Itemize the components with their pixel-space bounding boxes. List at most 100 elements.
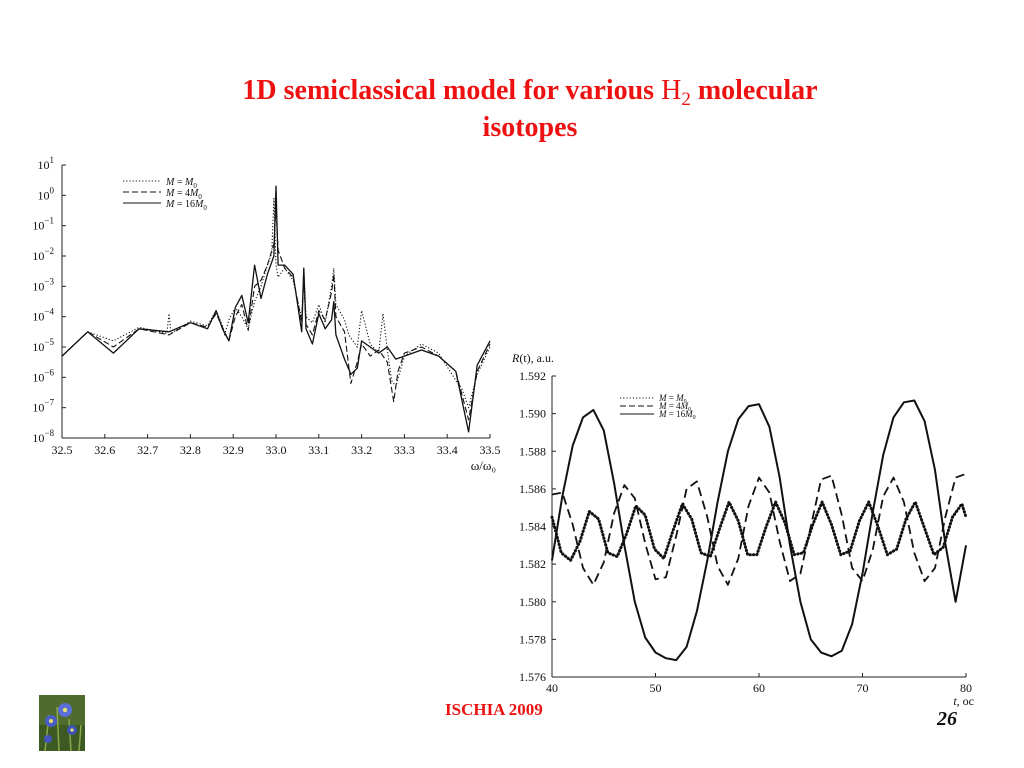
bond-length-chart: 40 50 60 70 80 1.576 1.578 1.580 1.582 1.584 1.586…: [511, 351, 974, 708]
y-tick-label: 1.584: [519, 520, 546, 534]
y-tick-base: 10: [32, 370, 44, 384]
legend-label-eq: = 16: [174, 199, 195, 210]
legend-label-lhs: M: [658, 409, 667, 419]
y-tick-label: 1.576: [519, 670, 546, 684]
y-tick-label: 10−5: [32, 337, 54, 354]
legend-label-sub: 0: [203, 204, 207, 212]
x-tick-label: 33.3: [394, 443, 415, 457]
x-tick-label: 33.5: [480, 443, 501, 457]
series-line-dashed: [61, 206, 491, 421]
y-tick-label: 10−3: [32, 276, 54, 293]
x-tick-label: 33.4: [437, 443, 458, 457]
x-axis-label-var: t: [953, 694, 957, 708]
slide-title: 1D semiclassical model for various H2 mo…: [150, 74, 910, 145]
legend-label-rhs: M: [675, 393, 684, 403]
y-tick-label: 1.586: [519, 482, 546, 496]
legend-label-rhs: M: [184, 177, 194, 188]
y-tick-exponent: −1: [44, 216, 54, 226]
y-tick-base: 10: [32, 340, 44, 354]
legend-label-rhs: M: [189, 188, 199, 199]
y-tick-exponent: −6: [44, 367, 54, 377]
legend-label-eq: = 4: [174, 188, 190, 199]
title-formula: H2: [661, 75, 691, 110]
y-tick-exponent: −8: [44, 428, 54, 438]
legend-label-rhs: M: [680, 401, 689, 411]
legend-label-sub: 0: [198, 193, 202, 201]
legend-label: M = 16M0: [658, 409, 696, 421]
y-tick-label: 10−6: [32, 367, 54, 384]
y-tick-base: 10: [38, 188, 50, 202]
title-suffix: molecular: [690, 75, 818, 106]
y-tick-label: 1.582: [519, 557, 546, 571]
legend-label-sub: 0: [193, 182, 197, 190]
y-tick-exponent: −3: [44, 276, 54, 286]
legend-label-lhs: M: [165, 199, 175, 210]
x-tick-label: 32.7: [137, 443, 158, 457]
x-tick-label: 32.9: [223, 443, 244, 457]
legend-label-lhs: M: [658, 401, 667, 411]
page-number: 26: [937, 708, 957, 730]
y-tick-label: 10−4: [32, 307, 54, 324]
legend-label-eq: =: [667, 393, 677, 403]
legend-label-lhs: M: [165, 177, 175, 188]
legend-label: M = M0: [658, 393, 687, 405]
footer-text: ISCHIA 2009: [445, 700, 543, 719]
legend-label-eq: = 4: [667, 401, 682, 411]
y-tick-base: 10: [32, 219, 44, 233]
x-tick-label: 33.0: [266, 443, 287, 457]
y-tick-label: 101: [38, 155, 55, 172]
y-tick-exponent: −2: [44, 246, 54, 256]
legend-label: M = M0: [165, 177, 197, 190]
flower-photo: [39, 695, 85, 752]
x-tick-label: 70: [857, 681, 869, 695]
y-tick-label: 1.592: [519, 369, 546, 383]
x-tick-label: 32.5: [52, 443, 73, 457]
x-tick-label: 40: [546, 681, 558, 695]
y-tick-base: 10: [32, 431, 44, 445]
x-tick-label: 32.6: [94, 443, 115, 457]
y-tick-label: 1.588: [519, 444, 546, 458]
y-tick-label: 10−1: [32, 216, 54, 233]
y-tick-base: 10: [32, 279, 44, 293]
legend-label-sub: 0: [684, 399, 687, 405]
y-tick-label: 10−2: [32, 246, 54, 263]
y-tick-base: 10: [32, 310, 44, 324]
series-line-dashed: [551, 472, 967, 586]
y-tick-exponent: −4: [44, 307, 54, 317]
y-tick-label: 1.578: [519, 632, 546, 646]
y-tick-label: 100: [38, 185, 55, 202]
y-tick-base: 10: [32, 401, 44, 415]
y-tick-label: 10−8: [32, 428, 54, 445]
y-axis-label-unit: , a.u.: [531, 351, 554, 365]
title-molecule: H: [661, 75, 682, 106]
legend-label-rhs: M: [684, 409, 693, 419]
x-tick-label: 33.1: [308, 443, 329, 457]
y-axis-label-arg: (t): [519, 351, 530, 365]
series-line-dotted: [550, 500, 968, 562]
legend-label-rhs: M: [194, 199, 204, 210]
legend-label-eq: =: [174, 177, 185, 188]
y-tick-label: 1.580: [519, 595, 546, 609]
title-line2: isotopes: [482, 112, 578, 143]
y-tick-base: 10: [32, 249, 44, 263]
legend-label: M = 16M0: [165, 199, 207, 212]
legend-label-eq: = 16: [667, 409, 686, 419]
y-tick-base: 10: [38, 158, 50, 172]
x-tick-label: 80: [960, 681, 972, 695]
y-axis-label-var: R: [511, 351, 520, 365]
y-tick-exponent: 1: [50, 155, 55, 165]
x-axis-label: t, oc: [953, 694, 974, 708]
x-tick-label: 32.8: [180, 443, 201, 457]
legend-label-sub: 0: [693, 415, 696, 421]
y-tick-exponent: −5: [44, 337, 54, 347]
legend-label-lhs: M: [658, 393, 667, 403]
y-tick-label: 1.590: [519, 407, 546, 421]
series-line-solid: [551, 399, 967, 662]
title-subscript: 2: [681, 89, 691, 110]
y-tick-exponent: 0: [50, 185, 55, 195]
x-axis-label: ω/ω₀: [471, 458, 496, 473]
y-tick-exponent: −7: [44, 398, 54, 408]
x-tick-label: 33.2: [351, 443, 372, 457]
x-tick-label: 60: [753, 681, 765, 695]
x-tick-label: 50: [650, 681, 662, 695]
